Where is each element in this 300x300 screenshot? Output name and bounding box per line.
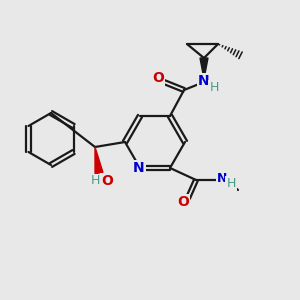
Polygon shape (95, 147, 103, 174)
Text: H: H (90, 175, 100, 188)
Polygon shape (200, 58, 208, 79)
Text: N: N (217, 172, 227, 185)
Text: O: O (152, 71, 164, 85)
Text: N: N (198, 74, 210, 88)
Text: H: H (209, 80, 219, 94)
Text: N: N (133, 161, 145, 175)
Text: O: O (177, 195, 189, 209)
Text: H: H (226, 178, 236, 190)
Text: O: O (101, 174, 113, 188)
